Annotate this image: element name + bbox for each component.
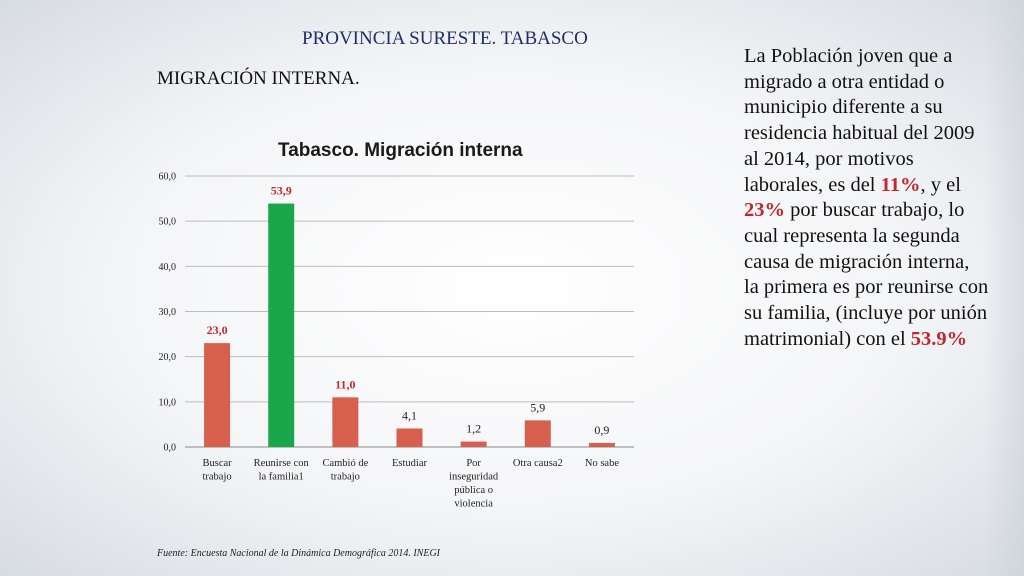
chart-title: Tabasco. Migración interna bbox=[278, 140, 523, 161]
side-paragraph: La Población joven que a migrado a otra … bbox=[744, 44, 989, 352]
y-tick-label: 0,0 bbox=[164, 443, 177, 454]
y-tick-label: 50,0 bbox=[159, 217, 177, 228]
x-tick-label: pública o bbox=[454, 485, 493, 496]
x-tick-label: trabajo bbox=[331, 472, 360, 483]
x-tick-label: violencia bbox=[454, 499, 493, 510]
data-label: 1,2 bbox=[466, 422, 481, 436]
x-tick-label: Cambió de bbox=[322, 458, 368, 469]
x-tick-label: Otra causa2 bbox=[513, 458, 563, 469]
bar bbox=[268, 203, 295, 447]
data-label: 11,0 bbox=[335, 377, 355, 391]
y-tick-label: 10,0 bbox=[159, 397, 177, 408]
y-tick-label: 30,0 bbox=[159, 307, 177, 318]
y-tick-label: 60,0 bbox=[159, 172, 177, 183]
side-text-part2: , y el bbox=[920, 173, 961, 196]
slide-subtitle: MIGRACIÓN INTERNA. bbox=[157, 68, 360, 89]
data-label: 0,9 bbox=[594, 423, 609, 437]
y-tick-label: 20,0 bbox=[159, 352, 177, 363]
bar bbox=[204, 343, 231, 447]
data-label: 4,1 bbox=[402, 408, 417, 422]
bar bbox=[332, 397, 359, 447]
x-tick-label: Por bbox=[466, 458, 481, 469]
x-tick-label: la familia1 bbox=[259, 472, 304, 483]
data-label: 53,9 bbox=[271, 184, 292, 198]
bar bbox=[460, 441, 487, 447]
data-label: 23,0 bbox=[207, 323, 228, 337]
x-tick-label: Reunirse con bbox=[254, 458, 310, 469]
bar bbox=[588, 442, 615, 447]
x-tick-label: Estudiar bbox=[392, 458, 427, 469]
background-decoration bbox=[984, 0, 1024, 576]
x-tick-label: No sabe bbox=[585, 458, 619, 469]
side-text-part1: La Población joven que a migrado a otra … bbox=[744, 45, 975, 196]
slide-title: PROVINCIA SURESTE. TABASCO bbox=[302, 28, 588, 49]
side-text-highlight-23: 23% bbox=[744, 199, 785, 222]
y-tick-label: 40,0 bbox=[159, 262, 177, 273]
x-tick-label: Buscar bbox=[202, 458, 232, 469]
x-tick-label: inseguridad bbox=[449, 472, 499, 483]
source-note: Fuente: Encuesta Nacional de la Dinámica… bbox=[157, 548, 440, 559]
side-text-highlight-53: 53.9% bbox=[910, 327, 968, 350]
x-tick-label: trabajo bbox=[202, 472, 231, 483]
bar bbox=[396, 428, 423, 447]
side-text-highlight-11: 11% bbox=[880, 173, 921, 196]
side-text-part3: por buscar trabajo, lo cual representa l… bbox=[744, 199, 989, 350]
bar bbox=[524, 420, 551, 447]
data-label: 5,9 bbox=[530, 400, 545, 414]
